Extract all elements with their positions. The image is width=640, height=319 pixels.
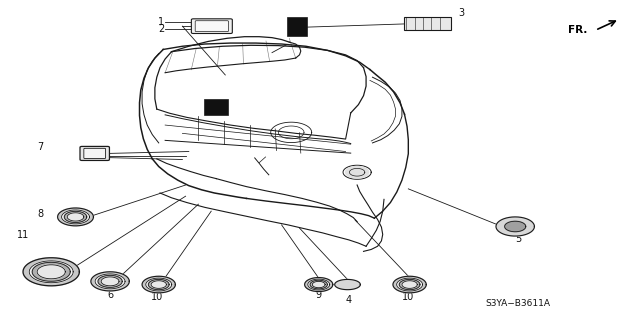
Text: S3YA−B3611A: S3YA−B3611A	[485, 299, 550, 308]
FancyBboxPatch shape	[195, 21, 228, 32]
Text: 8: 8	[37, 209, 44, 219]
Polygon shape	[91, 272, 129, 291]
Bar	[204, 99, 228, 115]
Polygon shape	[61, 210, 90, 224]
Polygon shape	[346, 167, 369, 178]
Bar	[287, 17, 307, 36]
Polygon shape	[308, 279, 330, 290]
Text: 2: 2	[158, 24, 164, 34]
Polygon shape	[67, 213, 84, 221]
Polygon shape	[58, 208, 93, 226]
Text: 1: 1	[158, 17, 164, 27]
Text: 10: 10	[150, 292, 163, 302]
Polygon shape	[148, 279, 169, 290]
Polygon shape	[142, 276, 175, 293]
FancyBboxPatch shape	[84, 148, 106, 159]
Polygon shape	[496, 217, 534, 236]
Text: 10: 10	[402, 292, 415, 302]
Text: 6: 6	[107, 290, 113, 300]
Polygon shape	[64, 211, 87, 223]
Polygon shape	[101, 277, 119, 286]
Polygon shape	[399, 279, 420, 290]
Text: 4: 4	[345, 295, 351, 306]
Polygon shape	[305, 278, 333, 292]
FancyBboxPatch shape	[191, 19, 232, 33]
Polygon shape	[146, 278, 172, 291]
Text: FR.: FR.	[568, 25, 588, 35]
Text: 9: 9	[316, 290, 322, 300]
Polygon shape	[393, 276, 426, 293]
Polygon shape	[310, 280, 327, 289]
Polygon shape	[95, 274, 125, 289]
Polygon shape	[32, 262, 70, 281]
FancyBboxPatch shape	[80, 146, 109, 160]
Polygon shape	[505, 221, 526, 232]
Polygon shape	[23, 258, 79, 286]
Polygon shape	[312, 281, 325, 288]
Text: 5: 5	[515, 234, 522, 244]
Text: 3: 3	[458, 8, 465, 19]
Polygon shape	[29, 261, 73, 283]
Polygon shape	[98, 275, 122, 287]
Polygon shape	[151, 281, 166, 288]
FancyBboxPatch shape	[404, 17, 451, 30]
Polygon shape	[402, 281, 417, 288]
Polygon shape	[37, 265, 65, 279]
Polygon shape	[335, 279, 360, 290]
Text: 7: 7	[37, 142, 44, 152]
Text: 11: 11	[17, 230, 29, 241]
Polygon shape	[397, 278, 422, 291]
